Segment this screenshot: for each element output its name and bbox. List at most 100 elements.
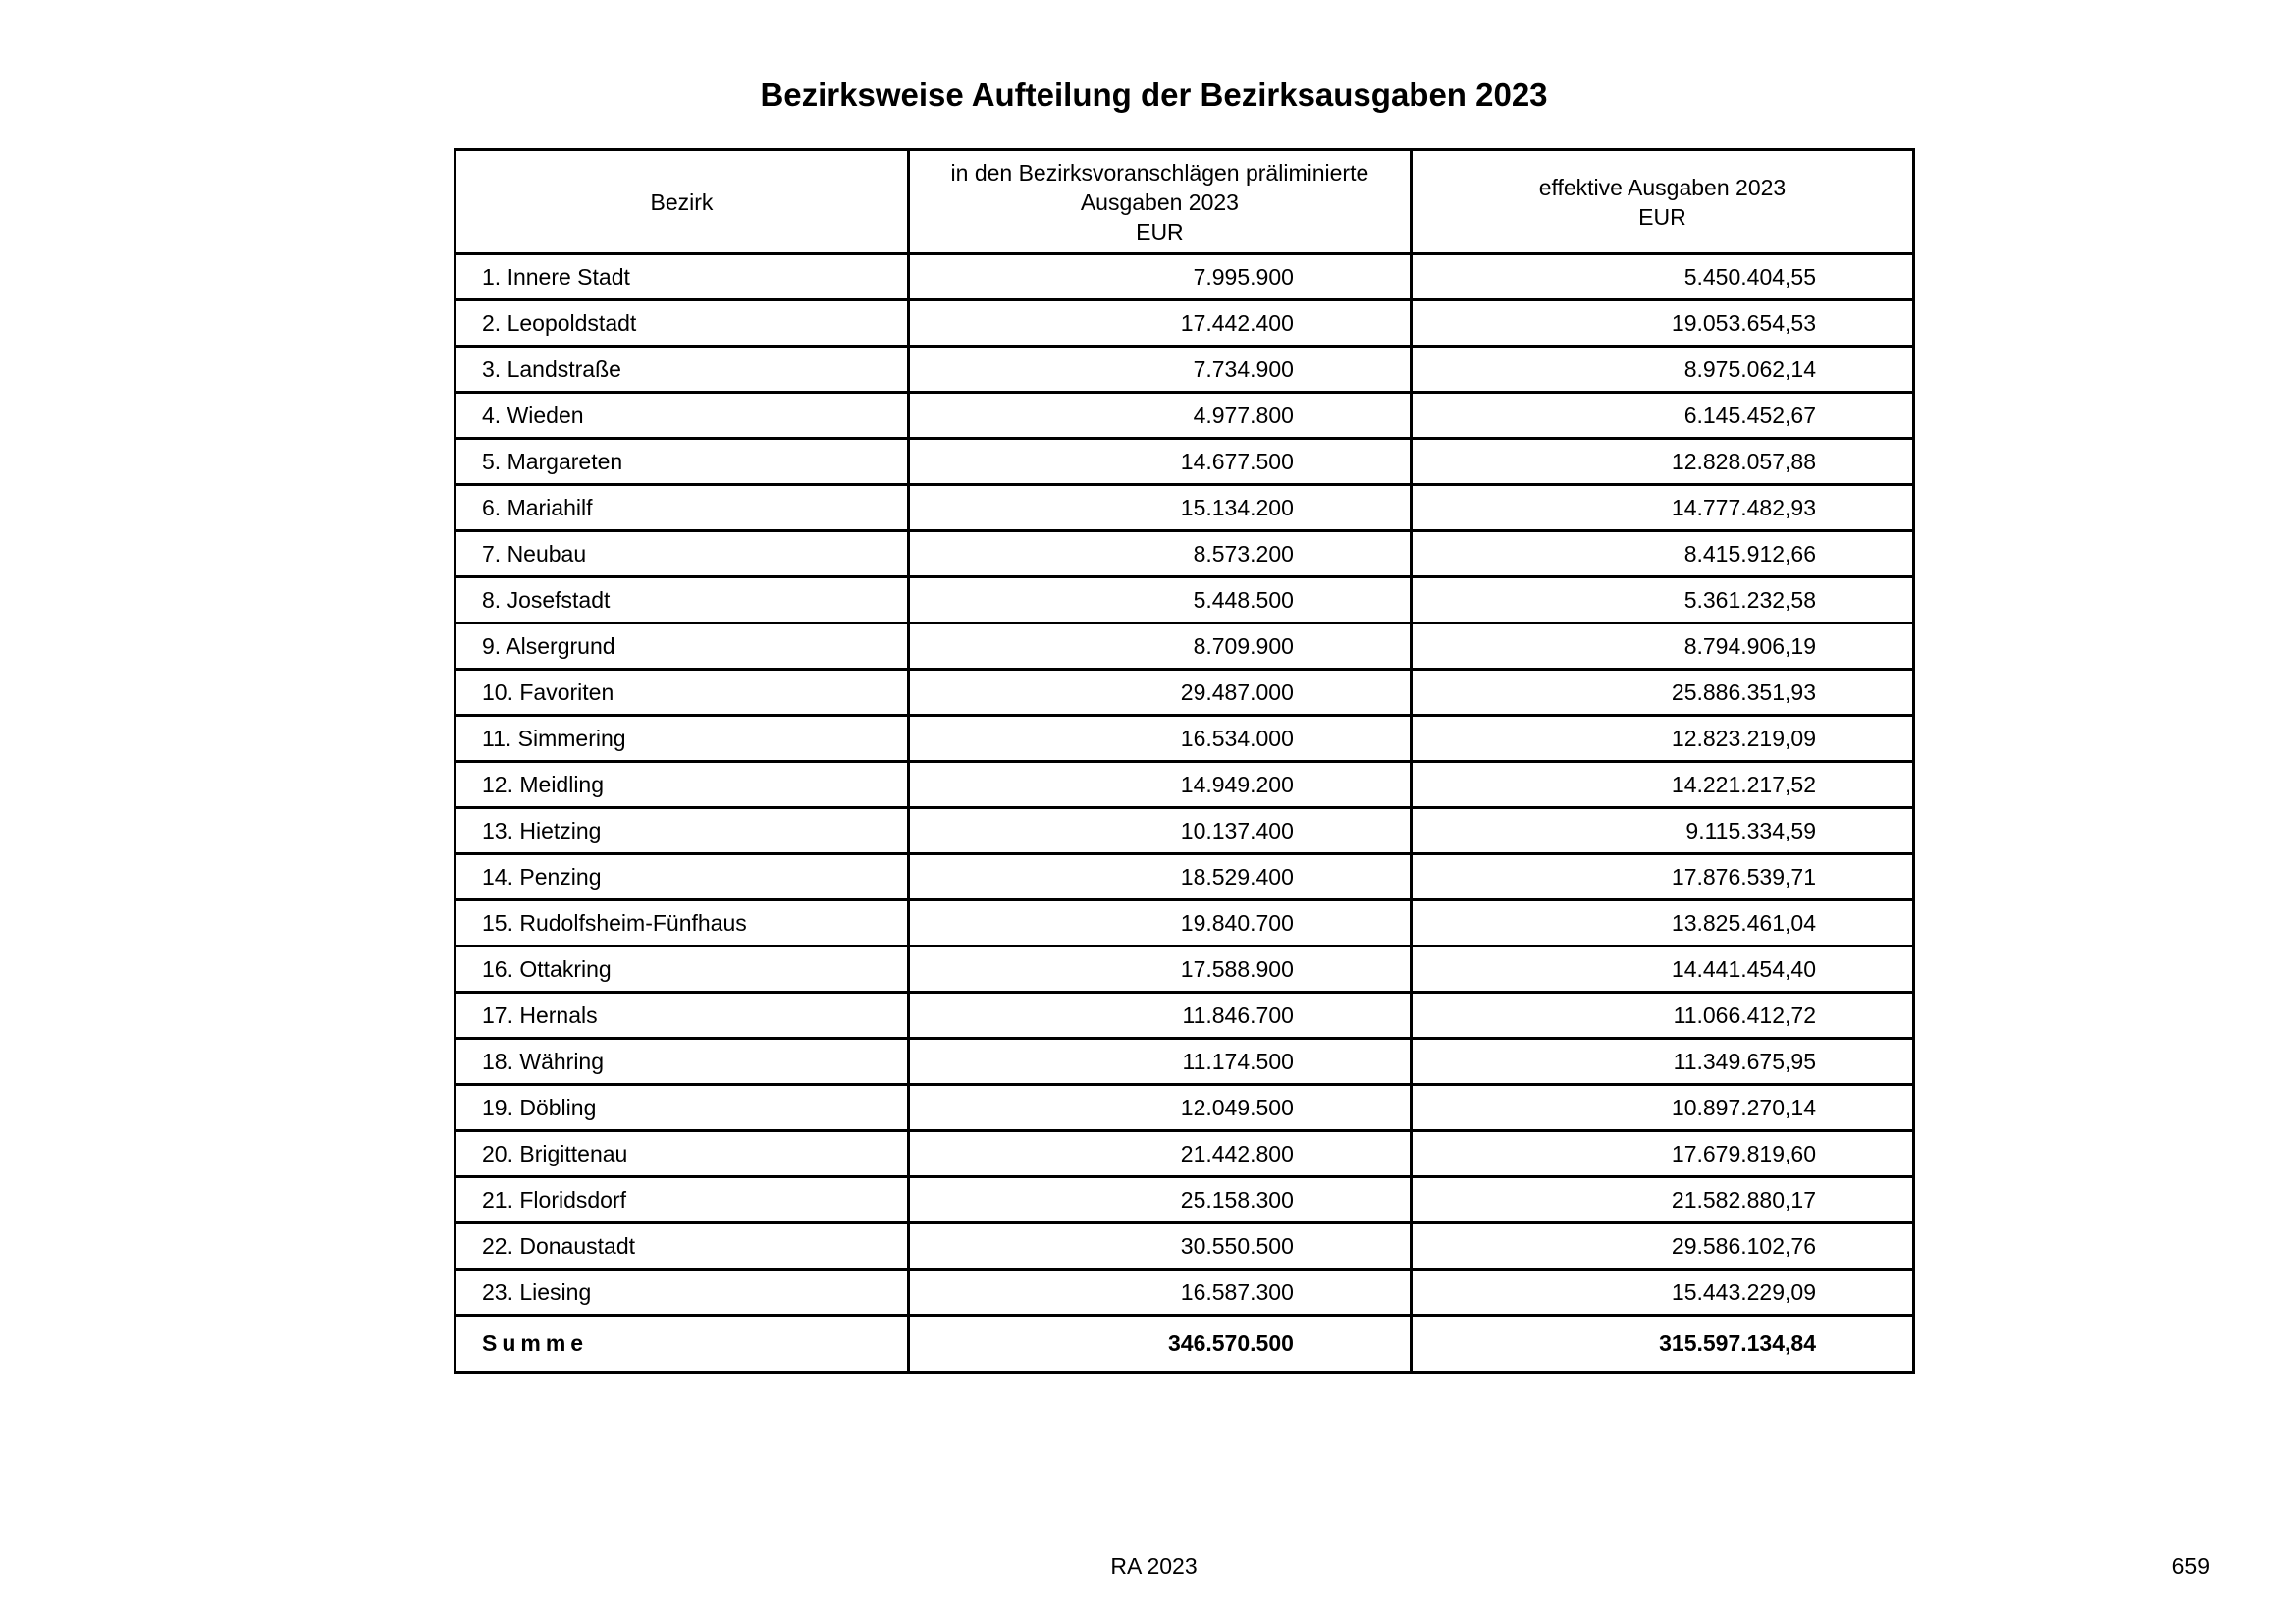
district-name: 4. Wieden (454, 391, 910, 440)
actual-amount: 5.361.232,58 (1409, 575, 1916, 624)
budgeted-amount: 12.049.500 (906, 1083, 1413, 1132)
table-row: 2. Leopoldstadt 17.442.400 19.053.654,53 (454, 298, 1916, 348)
district-name: 19. Döbling (454, 1083, 910, 1132)
table-row: 5. Margareten 14.677.500 12.828.057,88 (454, 437, 1916, 486)
district-name: 22. Donaustadt (454, 1221, 910, 1271)
district-name: 12. Meidling (454, 760, 910, 809)
budgeted-amount: 25.158.300 (906, 1175, 1413, 1224)
district-name: 23. Liesing (454, 1268, 910, 1317)
budgeted-amount: 14.677.500 (906, 437, 1413, 486)
actual-amount: 12.828.057,88 (1409, 437, 1916, 486)
district-name: 21. Floridsdorf (454, 1175, 910, 1224)
actual-amount: 21.582.880,17 (1409, 1175, 1916, 1224)
budgeted-amount: 7.995.900 (906, 252, 1413, 301)
table-row: 11. Simmering 16.534.000 12.823.219,09 (454, 714, 1916, 763)
budgeted-amount: 17.588.900 (906, 945, 1413, 994)
table-row: 14. Penzing 18.529.400 17.876.539,71 (454, 852, 1916, 901)
budgeted-amount: 17.442.400 (906, 298, 1413, 348)
table-row: 9. Alsergrund 8.709.900 8.794.906,19 (454, 622, 1916, 671)
table-row: 22. Donaustadt 30.550.500 29.586.102,76 (454, 1221, 1916, 1271)
table-row: 10. Favoriten 29.487.000 25.886.351,93 (454, 668, 1916, 717)
budgeted-amount: 14.949.200 (906, 760, 1413, 809)
budgeted-amount: 11.846.700 (906, 991, 1413, 1040)
budgeted-amount: 8.709.900 (906, 622, 1413, 671)
district-name: 7. Neubau (454, 529, 910, 578)
table-row: 18. Währing 11.174.500 11.349.675,95 (454, 1037, 1916, 1086)
actual-amount: 17.679.819,60 (1409, 1129, 1916, 1178)
district-name: 14. Penzing (454, 852, 910, 901)
budgeted-amount: 15.134.200 (906, 483, 1413, 532)
table-row: 17. Hernals 11.846.700 11.066.412,72 (454, 991, 1916, 1040)
table-body: 1. Innere Stadt 7.995.900 5.450.404,55 2. L… (454, 252, 1916, 1374)
budgeted-amount: 19.840.700 (906, 898, 1413, 947)
district-name: 10. Favoriten (454, 668, 910, 717)
district-name: 1. Innere Stadt (454, 252, 910, 301)
table-row: 8. Josefstadt 5.448.500 5.361.232,58 (454, 575, 1916, 624)
district-name: 15. Rudolfsheim-Fünfhaus (454, 898, 910, 947)
actual-amount: 14.777.482,93 (1409, 483, 1916, 532)
budgeted-amount: 29.487.000 (906, 668, 1413, 717)
actual-amount: 5.450.404,55 (1409, 252, 1916, 301)
table-row: 19. Döbling 12.049.500 10.897.270,14 (454, 1083, 1916, 1132)
actual-amount: 8.794.906,19 (1409, 622, 1916, 671)
table-row: 20. Brigittenau 21.442.800 17.679.819,60 (454, 1129, 1916, 1178)
district-name: 13. Hietzing (454, 806, 910, 855)
actual-amount: 9.115.334,59 (1409, 806, 1916, 855)
column-header-line: effektive Ausgaben 2023 (1538, 174, 1787, 200)
budgeted-amount: 11.174.500 (906, 1037, 1413, 1086)
table-row: 23. Liesing 16.587.300 15.443.229,09 (454, 1268, 1916, 1317)
column-header: effektive Ausgaben 2023 EUR (1409, 148, 1916, 255)
page-title: Bezirksweise Aufteilung der Bezirksausga… (760, 77, 1548, 113)
actual-amount: 17.876.539,71 (1409, 852, 1916, 901)
table-row: 12. Meidling 14.949.200 14.221.217,52 (454, 760, 1916, 809)
budgeted-amount: 10.137.400 (906, 806, 1413, 855)
district-name: 11. Simmering (454, 714, 910, 763)
budgeted-amount: 346.570.500 (906, 1314, 1413, 1374)
actual-amount: 15.443.229,09 (1409, 1268, 1916, 1317)
table-row: 6. Mariahilf 15.134.200 14.777.482,93 (454, 483, 1916, 532)
budgeted-amount: 30.550.500 (906, 1221, 1413, 1271)
budgeted-amount: 16.587.300 (906, 1268, 1413, 1317)
column-header-line: EUR (1638, 203, 1686, 230)
footer-label: RA 2023 (1110, 1553, 1198, 1579)
district-name: 16. Ottakring (454, 945, 910, 994)
total-row: Summe 346.570.500 315.597.134,84 (454, 1314, 1916, 1374)
page-number: 659 (2171, 1553, 2210, 1579)
actual-amount: 11.066.412,72 (1409, 991, 1916, 1040)
actual-amount: 8.415.912,66 (1409, 529, 1916, 578)
table-header-row: Bezirk in den Bezirksvoranschlägen prälim… (454, 148, 1916, 255)
actual-amount: 8.975.062,14 (1409, 345, 1916, 394)
district-name: 18. Währing (454, 1037, 910, 1086)
budgeted-amount: 4.977.800 (906, 391, 1413, 440)
budgeted-amount: 7.734.900 (906, 345, 1413, 394)
table-row: 13. Hietzing 10.137.400 9.115.334,59 (454, 806, 1916, 855)
column-header: in den Bezirksvoranschlägen präliminiert… (906, 148, 1413, 255)
table-row: 7. Neubau 8.573.200 8.415.912,66 (454, 529, 1916, 578)
actual-amount: 11.349.675,95 (1409, 1037, 1916, 1086)
district-name: 17. Hernals (454, 991, 910, 1040)
actual-amount: 10.897.270,14 (1409, 1083, 1916, 1132)
actual-amount: 14.441.454,40 (1409, 945, 1916, 994)
table-row: 15. Rudolfsheim-Fünfhaus 19.840.700 13.825… (454, 898, 1916, 947)
district-name: 6. Mariahilf (454, 483, 910, 532)
actual-amount: 19.053.654,53 (1409, 298, 1916, 348)
table-row: 16. Ottakring 17.588.900 14.441.454,40 (454, 945, 1916, 994)
table-row: 21. Floridsdorf 25.158.300 21.582.880,17 (454, 1175, 1916, 1224)
actual-amount: 315.597.134,84 (1409, 1314, 1916, 1374)
budgeted-amount: 5.448.500 (906, 575, 1413, 624)
actual-amount: 25.886.351,93 (1409, 668, 1916, 717)
actual-amount: 29.586.102,76 (1409, 1221, 1916, 1271)
actual-amount: 6.145.452,67 (1409, 391, 1916, 440)
table-row: 1. Innere Stadt 7.995.900 5.450.404,55 (454, 252, 1916, 301)
column-header-line: Ausgaben 2023 (1080, 189, 1239, 215)
budgeted-amount: 18.529.400 (906, 852, 1413, 901)
district-name: 3. Landstraße (454, 345, 910, 394)
column-header: Bezirk (454, 148, 910, 255)
actual-amount: 13.825.461,04 (1409, 898, 1916, 947)
district-name: 9. Alsergrund (454, 622, 910, 671)
budgeted-amount: 8.573.200 (906, 529, 1413, 578)
table-row: 3. Landstraße 7.734.900 8.975.062,14 (454, 345, 1916, 394)
district-name: 2. Leopoldstadt (454, 298, 910, 348)
budgeted-amount: 16.534.000 (906, 714, 1413, 763)
district-name: 5. Margareten (454, 437, 910, 486)
